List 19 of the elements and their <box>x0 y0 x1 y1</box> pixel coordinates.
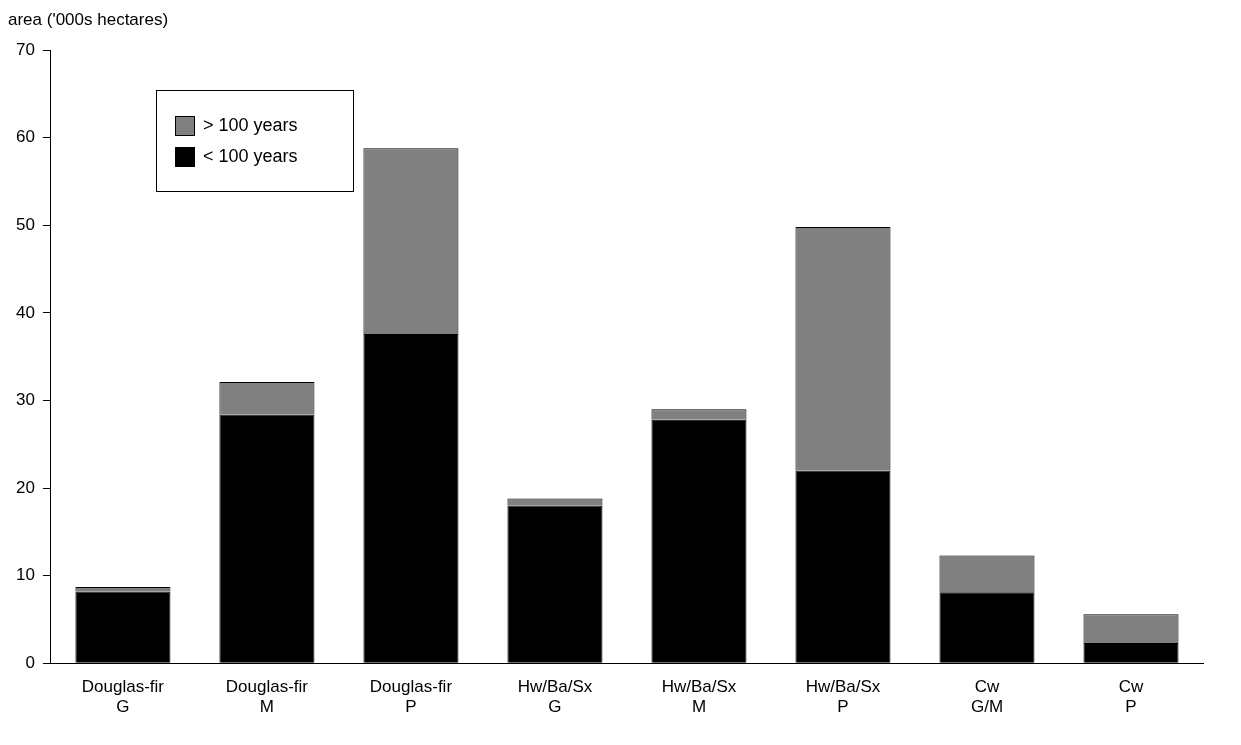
x-tick-label: Douglas-fir M <box>225 677 309 717</box>
y-tick-label: 10 <box>15 565 35 585</box>
y-tick-label: 50 <box>15 215 35 235</box>
legend-label: < 100 years <box>203 146 298 167</box>
y-axis-title: area ('000s hectares) <box>8 10 169 30</box>
y-tick-label: 20 <box>15 477 35 497</box>
x-tick-label: Cw G/M <box>970 677 1004 717</box>
x-tick-label: Douglas-fir P <box>369 677 453 717</box>
x-tick-label: Hw/Ba/Sx M <box>661 677 737 717</box>
x-tick-label: Hw/Ba/Sx P <box>805 677 881 717</box>
y-tick-label: 70 <box>15 39 35 59</box>
x-tick-label: Cw P <box>1118 677 1144 717</box>
legend-label: > 100 years <box>203 115 298 136</box>
x-tick-label: Hw/Ba/Sx G <box>517 677 593 717</box>
y-tick-label: 40 <box>15 302 35 322</box>
x-tick-label: Douglas-fir G <box>81 677 165 717</box>
y-tick-label: 60 <box>15 127 35 147</box>
y-tick-label: 30 <box>15 390 35 410</box>
y-tick-label: 0 <box>25 652 35 672</box>
